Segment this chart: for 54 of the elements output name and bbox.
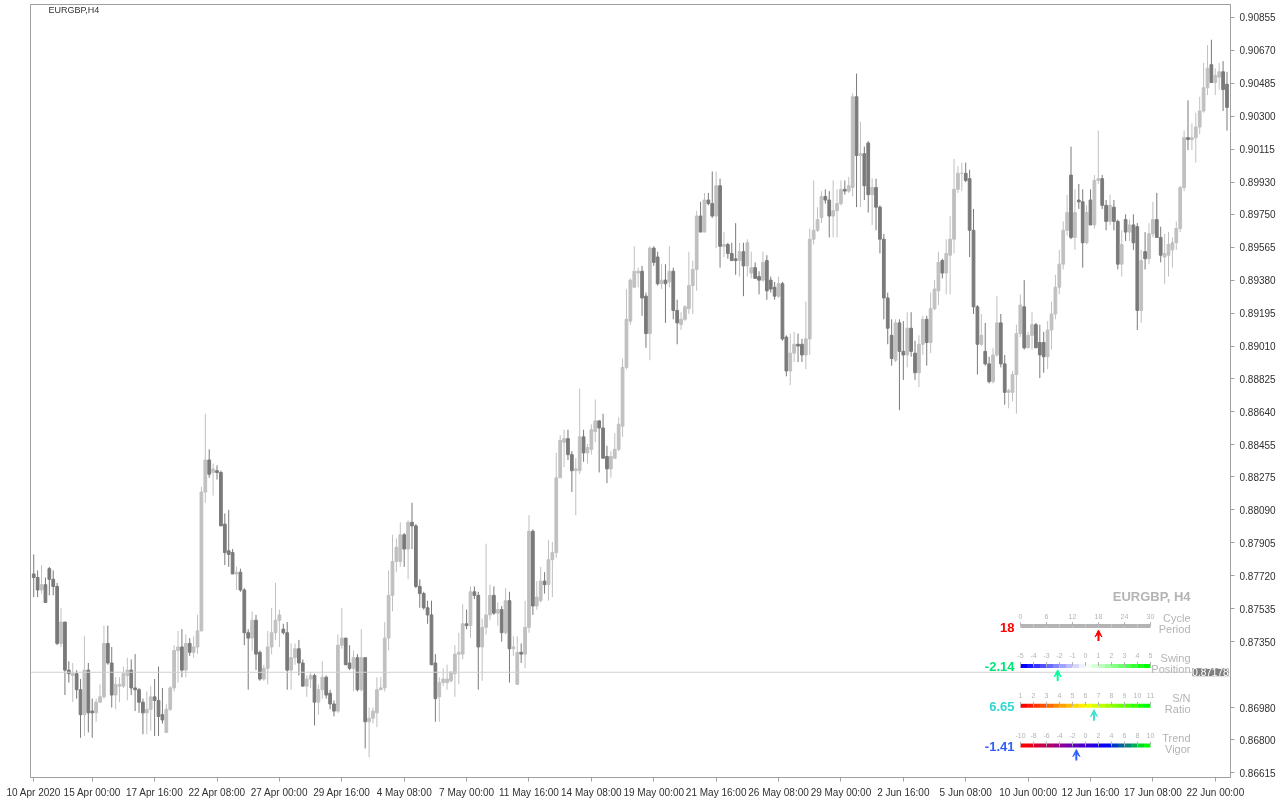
y-tick-label: 0.89195 bbox=[1239, 308, 1277, 320]
y-tick-label: 0.89010 bbox=[1239, 341, 1277, 353]
annotation: S/N Ratio bbox=[1164, 691, 1191, 715]
x-tick-label: 27 Apr 00:00 bbox=[250, 786, 308, 798]
x-tick-label: 5 Jun 08:00 bbox=[939, 786, 993, 798]
y-tick-label: 0.88090 bbox=[1239, 504, 1277, 516]
x-tick-label: 11 May 16:00 bbox=[499, 786, 560, 798]
y-tick-label: 0.87350 bbox=[1239, 636, 1277, 648]
x-tick-label: 19 May 00:00 bbox=[623, 786, 685, 798]
y-tick-label: 0.88825 bbox=[1239, 373, 1277, 385]
y-tick-label: 0.88455 bbox=[1239, 439, 1277, 451]
y-tick-label: 0.89380 bbox=[1239, 275, 1277, 287]
y-tick-label: 0.89750 bbox=[1239, 209, 1277, 221]
ref-line-label: 0.87178 bbox=[1192, 667, 1229, 679]
y-tick-label: 0.90115 bbox=[1239, 144, 1276, 156]
y-tick-label: 0.89930 bbox=[1239, 177, 1277, 189]
x-tick-label: 12 Jun 16:00 bbox=[1061, 786, 1120, 798]
x-tick-label: 21 May 16:00 bbox=[685, 786, 747, 798]
y-tick-label: 0.90485 bbox=[1239, 78, 1277, 90]
y-tick-label: 0.87535 bbox=[1239, 603, 1277, 615]
x-tick-label: 17 Jun 08:00 bbox=[1123, 786, 1183, 798]
y-tick-label: 0.89565 bbox=[1239, 242, 1277, 254]
annotation: 18 bbox=[1000, 619, 1015, 635]
x-tick-label: 17 Apr 16:00 bbox=[125, 786, 184, 798]
annotation: Cycle Period bbox=[1158, 612, 1191, 636]
annotation: Trend Vigor bbox=[1162, 731, 1191, 755]
y-tick-label: 0.87720 bbox=[1239, 570, 1277, 582]
x-tick-label: 14 May 08:00 bbox=[561, 786, 623, 798]
y-tick-label: 0.86980 bbox=[1239, 702, 1277, 714]
y-tick-label: 0.88275 bbox=[1239, 471, 1277, 483]
x-tick-label: 7 May 00:00 bbox=[439, 786, 495, 798]
y-tick-label: 0.90300 bbox=[1239, 111, 1277, 123]
x-tick-label: 10 Jun 00:00 bbox=[999, 786, 1058, 798]
x-tick-label: 10 Apr 2020 bbox=[6, 786, 61, 798]
x-tick-label: 26 May 08:00 bbox=[748, 786, 810, 798]
annotation: -2.14 bbox=[984, 659, 1016, 675]
annotation: EURGBP, H4 bbox=[1112, 588, 1192, 604]
chart-title: EURGBP,H4 bbox=[48, 5, 100, 16]
x-tick-label: 29 May 00:00 bbox=[810, 786, 872, 798]
y-tick-label: 0.90670 bbox=[1239, 45, 1277, 57]
x-tick-label: 2 Jun 16:00 bbox=[877, 786, 930, 798]
x-tick-label: 15 Apr 00:00 bbox=[63, 786, 121, 798]
y-tick-label: 0.86615 bbox=[1239, 767, 1277, 779]
y-tick-label: 0.87905 bbox=[1239, 537, 1277, 549]
y-tick-label: 0.88640 bbox=[1239, 406, 1277, 418]
x-tick-label: 22 Jun 00:00 bbox=[1186, 786, 1245, 798]
annotation: 6.65 bbox=[989, 699, 1015, 715]
y-tick-label: 0.86800 bbox=[1239, 734, 1277, 746]
x-tick-label: 29 Apr 16:00 bbox=[313, 786, 371, 798]
x-tick-label: 4 May 08:00 bbox=[376, 786, 433, 798]
annotation: -1.41 bbox=[984, 739, 1015, 755]
annotation: Swing Position bbox=[1151, 651, 1191, 675]
y-tick-label: 0.90855 bbox=[1239, 12, 1277, 24]
x-tick-label: 22 Apr 08:00 bbox=[188, 786, 246, 798]
